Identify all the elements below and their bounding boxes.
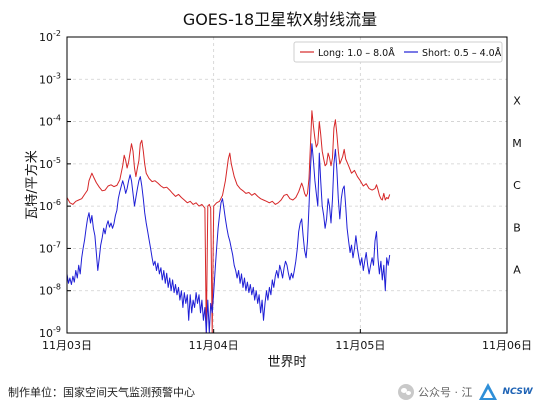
x-tick-label: 11月04日 <box>189 339 239 352</box>
x-tick-label: 11月05日 <box>335 339 385 352</box>
producer-label: 制作单位：国家空间天气监测预警中心 <box>8 386 195 399</box>
ncsw-logo: NCSW <box>502 387 533 397</box>
series-line-0 <box>67 110 391 333</box>
watermark: 公众号 · 江 NCSW <box>398 381 533 403</box>
y-axis-ticks: 10-9 10-8 10-7 10-6 10-5 10-4 10-3 10-2 <box>39 29 71 340</box>
flare-class-label: M <box>512 137 522 150</box>
grid <box>67 37 507 333</box>
legend-label: Short: 0.5 – 4.0Å <box>422 47 502 59</box>
y-tick-label: 10-4 <box>39 114 61 129</box>
flare-class-labels: A B C M X <box>512 95 522 277</box>
y-tick-label: 10-2 <box>39 29 61 44</box>
y-axis-label: 瓦特/平方米 <box>24 150 40 219</box>
chart-title: GOES-18卫星软X射线流量 <box>183 10 377 29</box>
series-line-1 <box>67 143 391 333</box>
y-tick-label: 10-3 <box>39 71 61 86</box>
x-tick-label: 11月03日 <box>42 339 92 352</box>
legend-box <box>293 41 503 63</box>
flare-class-label: B <box>513 221 521 234</box>
y-tick-label: 10-7 <box>39 240 61 255</box>
legend: Long: 1.0 – 8.0Å Short: 0.5 – 4.0Å <box>293 41 503 63</box>
y-tick-label: 10-8 <box>39 283 61 298</box>
nsmc-logo-icon <box>478 383 497 400</box>
wechat-icon <box>398 384 414 400</box>
x-tick-label: 11月06日 <box>482 339 532 352</box>
watermark-text: 公众号 · 江 <box>418 386 473 399</box>
series-layer <box>67 110 391 333</box>
x-axis-label: 世界时 <box>267 355 306 370</box>
flare-class-label: C <box>513 179 521 192</box>
plot-frame <box>66 36 508 334</box>
legend-label: Long: 1.0 – 8.0Å <box>318 47 395 59</box>
y-tick-label: 10-6 <box>39 198 61 213</box>
flare-class-label: X <box>513 95 521 108</box>
y-tick-label: 10-9 <box>39 325 61 340</box>
y-tick-label: 10-5 <box>39 156 61 171</box>
x-axis-ticks: 11月03日 11月04日 11月05日 11月06日 <box>42 329 532 352</box>
flare-class-label: A <box>513 264 521 277</box>
